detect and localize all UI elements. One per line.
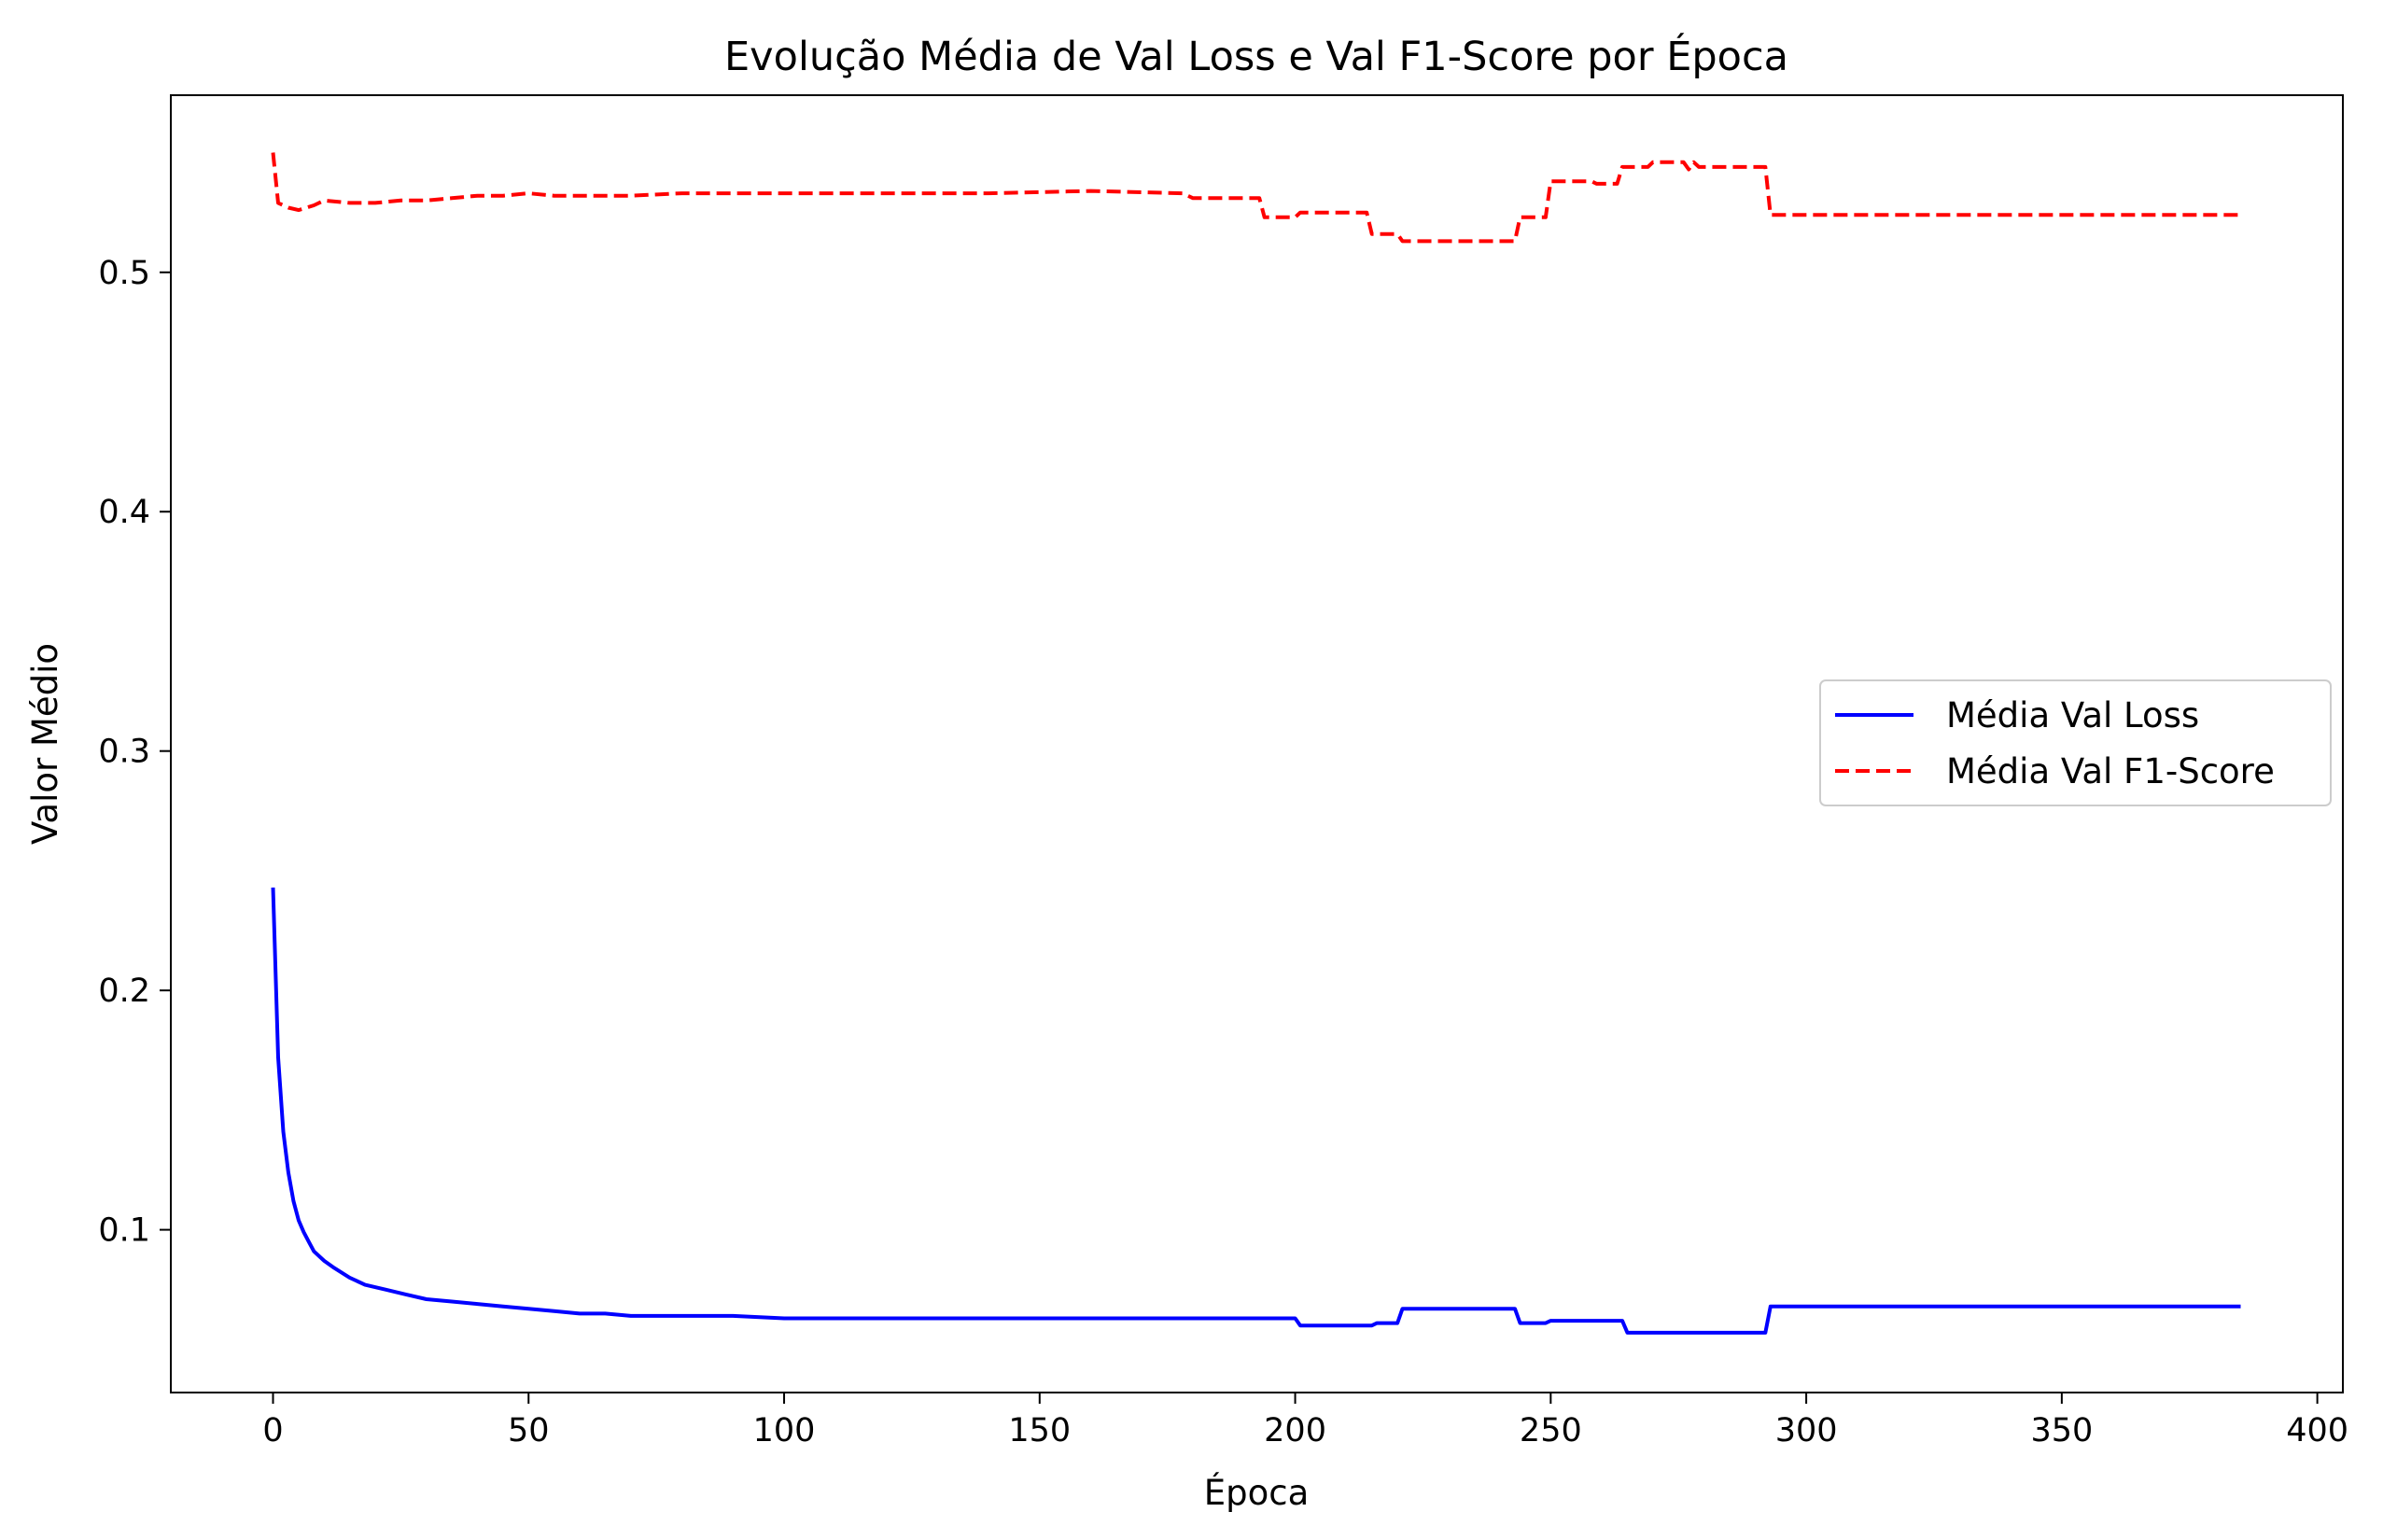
y-tick-label: 0.2 bbox=[98, 973, 150, 1010]
x-tick-label: 200 bbox=[1264, 1412, 1326, 1449]
series-layer bbox=[271, 152, 2241, 1335]
y-tick-label: 0.5 bbox=[98, 255, 150, 292]
x-tick-label: 100 bbox=[753, 1412, 816, 1449]
y-tick-label: 0.3 bbox=[98, 734, 150, 771]
x-tick-label: 150 bbox=[1008, 1412, 1071, 1449]
plot-frame bbox=[170, 94, 2344, 1393]
x-tick-label: 0 bbox=[262, 1412, 283, 1449]
x-tick-label: 50 bbox=[508, 1412, 550, 1449]
x-tick-label: 350 bbox=[2030, 1412, 2093, 1449]
legend-box bbox=[1819, 679, 2332, 806]
x-axis-label: Época bbox=[1204, 1472, 1310, 1513]
legend-label-val-loss: Média Val Loss bbox=[1946, 695, 2199, 735]
series-line-val-loss bbox=[271, 887, 2241, 1335]
x-tick-label: 400 bbox=[2286, 1412, 2348, 1449]
series-line-val-f1 bbox=[271, 152, 2241, 244]
x-axis: 0 50 100 150 200 250 300 350 400 bbox=[262, 1393, 2348, 1449]
y-axis: 0.1 0.2 0.3 0.4 0.5 bbox=[98, 255, 171, 1250]
chart-title: Evolução Média de Val Loss e Val F1-Scor… bbox=[724, 33, 1788, 80]
legend-label-val-f1: Média Val F1-Score bbox=[1946, 751, 2275, 791]
y-tick-label: 0.1 bbox=[98, 1212, 150, 1250]
x-tick-label: 300 bbox=[1775, 1412, 1838, 1449]
y-axis-label: Valor Médio bbox=[25, 643, 65, 845]
y-tick-label: 0.4 bbox=[98, 494, 150, 531]
x-tick-label: 250 bbox=[1520, 1412, 1582, 1449]
legend: Média Val Loss Média Val F1-Score bbox=[1819, 679, 2332, 806]
